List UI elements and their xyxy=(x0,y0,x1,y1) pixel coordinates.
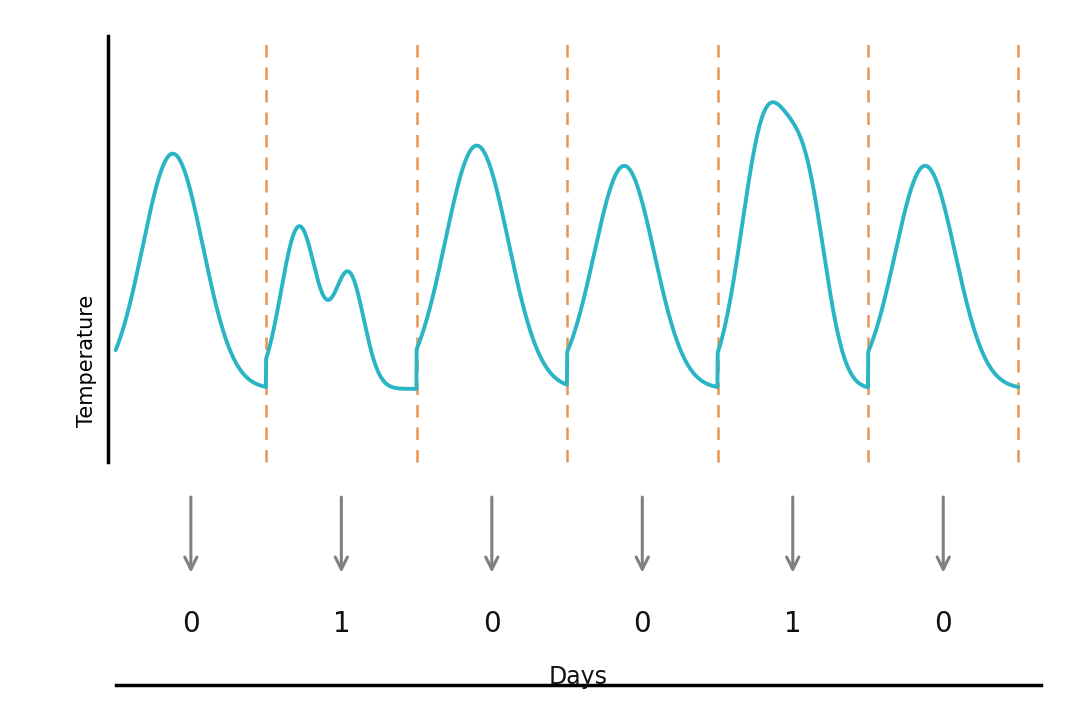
Text: 0: 0 xyxy=(633,610,651,638)
Text: 0: 0 xyxy=(934,610,952,638)
Text: 0: 0 xyxy=(182,610,200,638)
Text: 1: 1 xyxy=(333,610,350,638)
Text: 1: 1 xyxy=(784,610,802,638)
Text: Days: Days xyxy=(549,665,608,689)
Text: 0: 0 xyxy=(483,610,501,638)
Y-axis label: Temperature: Temperature xyxy=(77,294,97,427)
